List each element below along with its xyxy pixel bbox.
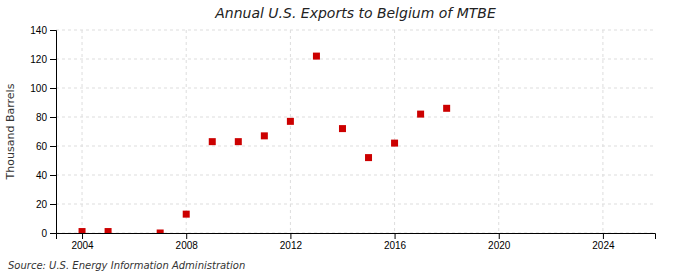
grid-line-y: [56, 204, 655, 205]
grid-line-y: [56, 30, 655, 31]
point: [79, 228, 86, 233]
x-axis-tick: 2016: [384, 233, 407, 251]
grid-line-x: [290, 30, 291, 233]
x-axis-tick-label: 2024: [592, 240, 615, 251]
point: [313, 53, 320, 60]
y-axis-tick: 120: [30, 54, 56, 65]
y-axis-tick: 0: [41, 228, 56, 239]
grid-line-x: [498, 30, 499, 233]
point: [339, 125, 346, 132]
chart-container: 2004 2008 2012 2016 2020 2024 0 20 40 60 80 100 120 1…: [0, 0, 675, 275]
plot-area: 2004 2008 2012 2016 2020 2024 0 20 40 60 80 100 120 1…: [30, 25, 655, 251]
x-axis-tick: 2008: [176, 233, 199, 251]
source-note: Source: U.S. Energy Information Administ…: [8, 260, 245, 271]
grid-line-x: [394, 30, 395, 233]
y-axis-tick: 140: [30, 25, 56, 36]
grid-line-y: [56, 146, 655, 147]
point: [287, 118, 294, 125]
x-axis-tick-mark: [395, 233, 396, 239]
y-axis-line: [50, 31, 57, 234]
y-axis-tick: 20: [36, 199, 56, 210]
point: [209, 138, 216, 145]
y-axis-tick: 100: [30, 83, 56, 94]
point: [183, 211, 190, 218]
y-axis-tick-label: 120: [30, 54, 47, 65]
grid-line-x: [82, 30, 83, 233]
x-axis-tick-mark: [499, 233, 500, 239]
point: [157, 230, 164, 234]
y-axis-tick-label: 20: [36, 199, 48, 210]
y-axis-tick-label: 0: [41, 228, 47, 239]
point: [105, 228, 112, 233]
grid-line-y: [56, 59, 655, 60]
x-axis-tick-mark: [186, 233, 187, 239]
points: [79, 53, 451, 233]
grid-line-y: [56, 175, 655, 176]
y-axis-tick: 40: [36, 170, 56, 181]
y-axis-tick-mark: [50, 59, 56, 60]
x-axis-tick: 2004: [71, 233, 94, 251]
grid: [56, 30, 655, 233]
y-axis-tick-mark: [50, 30, 56, 31]
chart-svg: 2004 2008 2012 2016 2020 2024 0 20 40 60 80 100 120 1…: [0, 0, 675, 275]
point: [365, 154, 372, 161]
x-axis-tick-label: 2008: [176, 240, 199, 251]
x-axis-tick-label: 2012: [280, 240, 303, 251]
grid-line-x: [602, 30, 603, 233]
y-axis-tick: 60: [36, 141, 56, 152]
y-axis-tick-label: 140: [30, 25, 47, 36]
y-axis-tick-label: 60: [36, 141, 48, 152]
grid-line-y: [56, 117, 655, 118]
y-axis: 0 20 40 60 80 100 120 140: [30, 25, 56, 239]
x-axis: 2004 2008 2012 2016 2020 2024: [57, 233, 656, 251]
y-axis-tick-mark: [50, 233, 56, 234]
x-axis-tick-label: 2016: [384, 240, 407, 251]
y-axis-tick-label: 80: [36, 112, 48, 123]
y-axis-tick-mark: [50, 88, 56, 89]
grid-line-x: [186, 30, 187, 233]
title: Annual U.S. Exports to Belgium of MTBE: [214, 5, 496, 21]
x-axis-tick-mark: [82, 233, 83, 239]
point: [235, 138, 242, 145]
grid-line-y: [56, 88, 655, 89]
y-axis-tick-mark: [50, 146, 56, 147]
y-axis-tick: 80: [36, 112, 56, 123]
x-axis-tick-mark: [603, 233, 604, 239]
y-axis-tick-mark: [50, 175, 56, 176]
x-axis-tick-mark: [290, 233, 291, 239]
point: [417, 111, 424, 118]
x-axis-tick: 2012: [280, 233, 303, 251]
x-axis-tick: 2024: [592, 233, 615, 251]
x-axis-tick: 2020: [488, 233, 511, 251]
y-axis-tick-mark: [50, 204, 56, 205]
x-axis-line: [57, 234, 656, 240]
point: [261, 132, 268, 139]
y-axis-tick-mark: [50, 117, 56, 118]
y-axis-tick-label: 100: [30, 83, 47, 94]
y-axis-tick-label: 40: [36, 170, 48, 181]
x-axis-tick-label: 2004: [71, 240, 94, 251]
point: [443, 105, 450, 112]
y-axis-title: Thousand Barrels: [4, 83, 17, 180]
x-axis-tick-label: 2020: [488, 240, 511, 251]
point: [391, 140, 398, 147]
